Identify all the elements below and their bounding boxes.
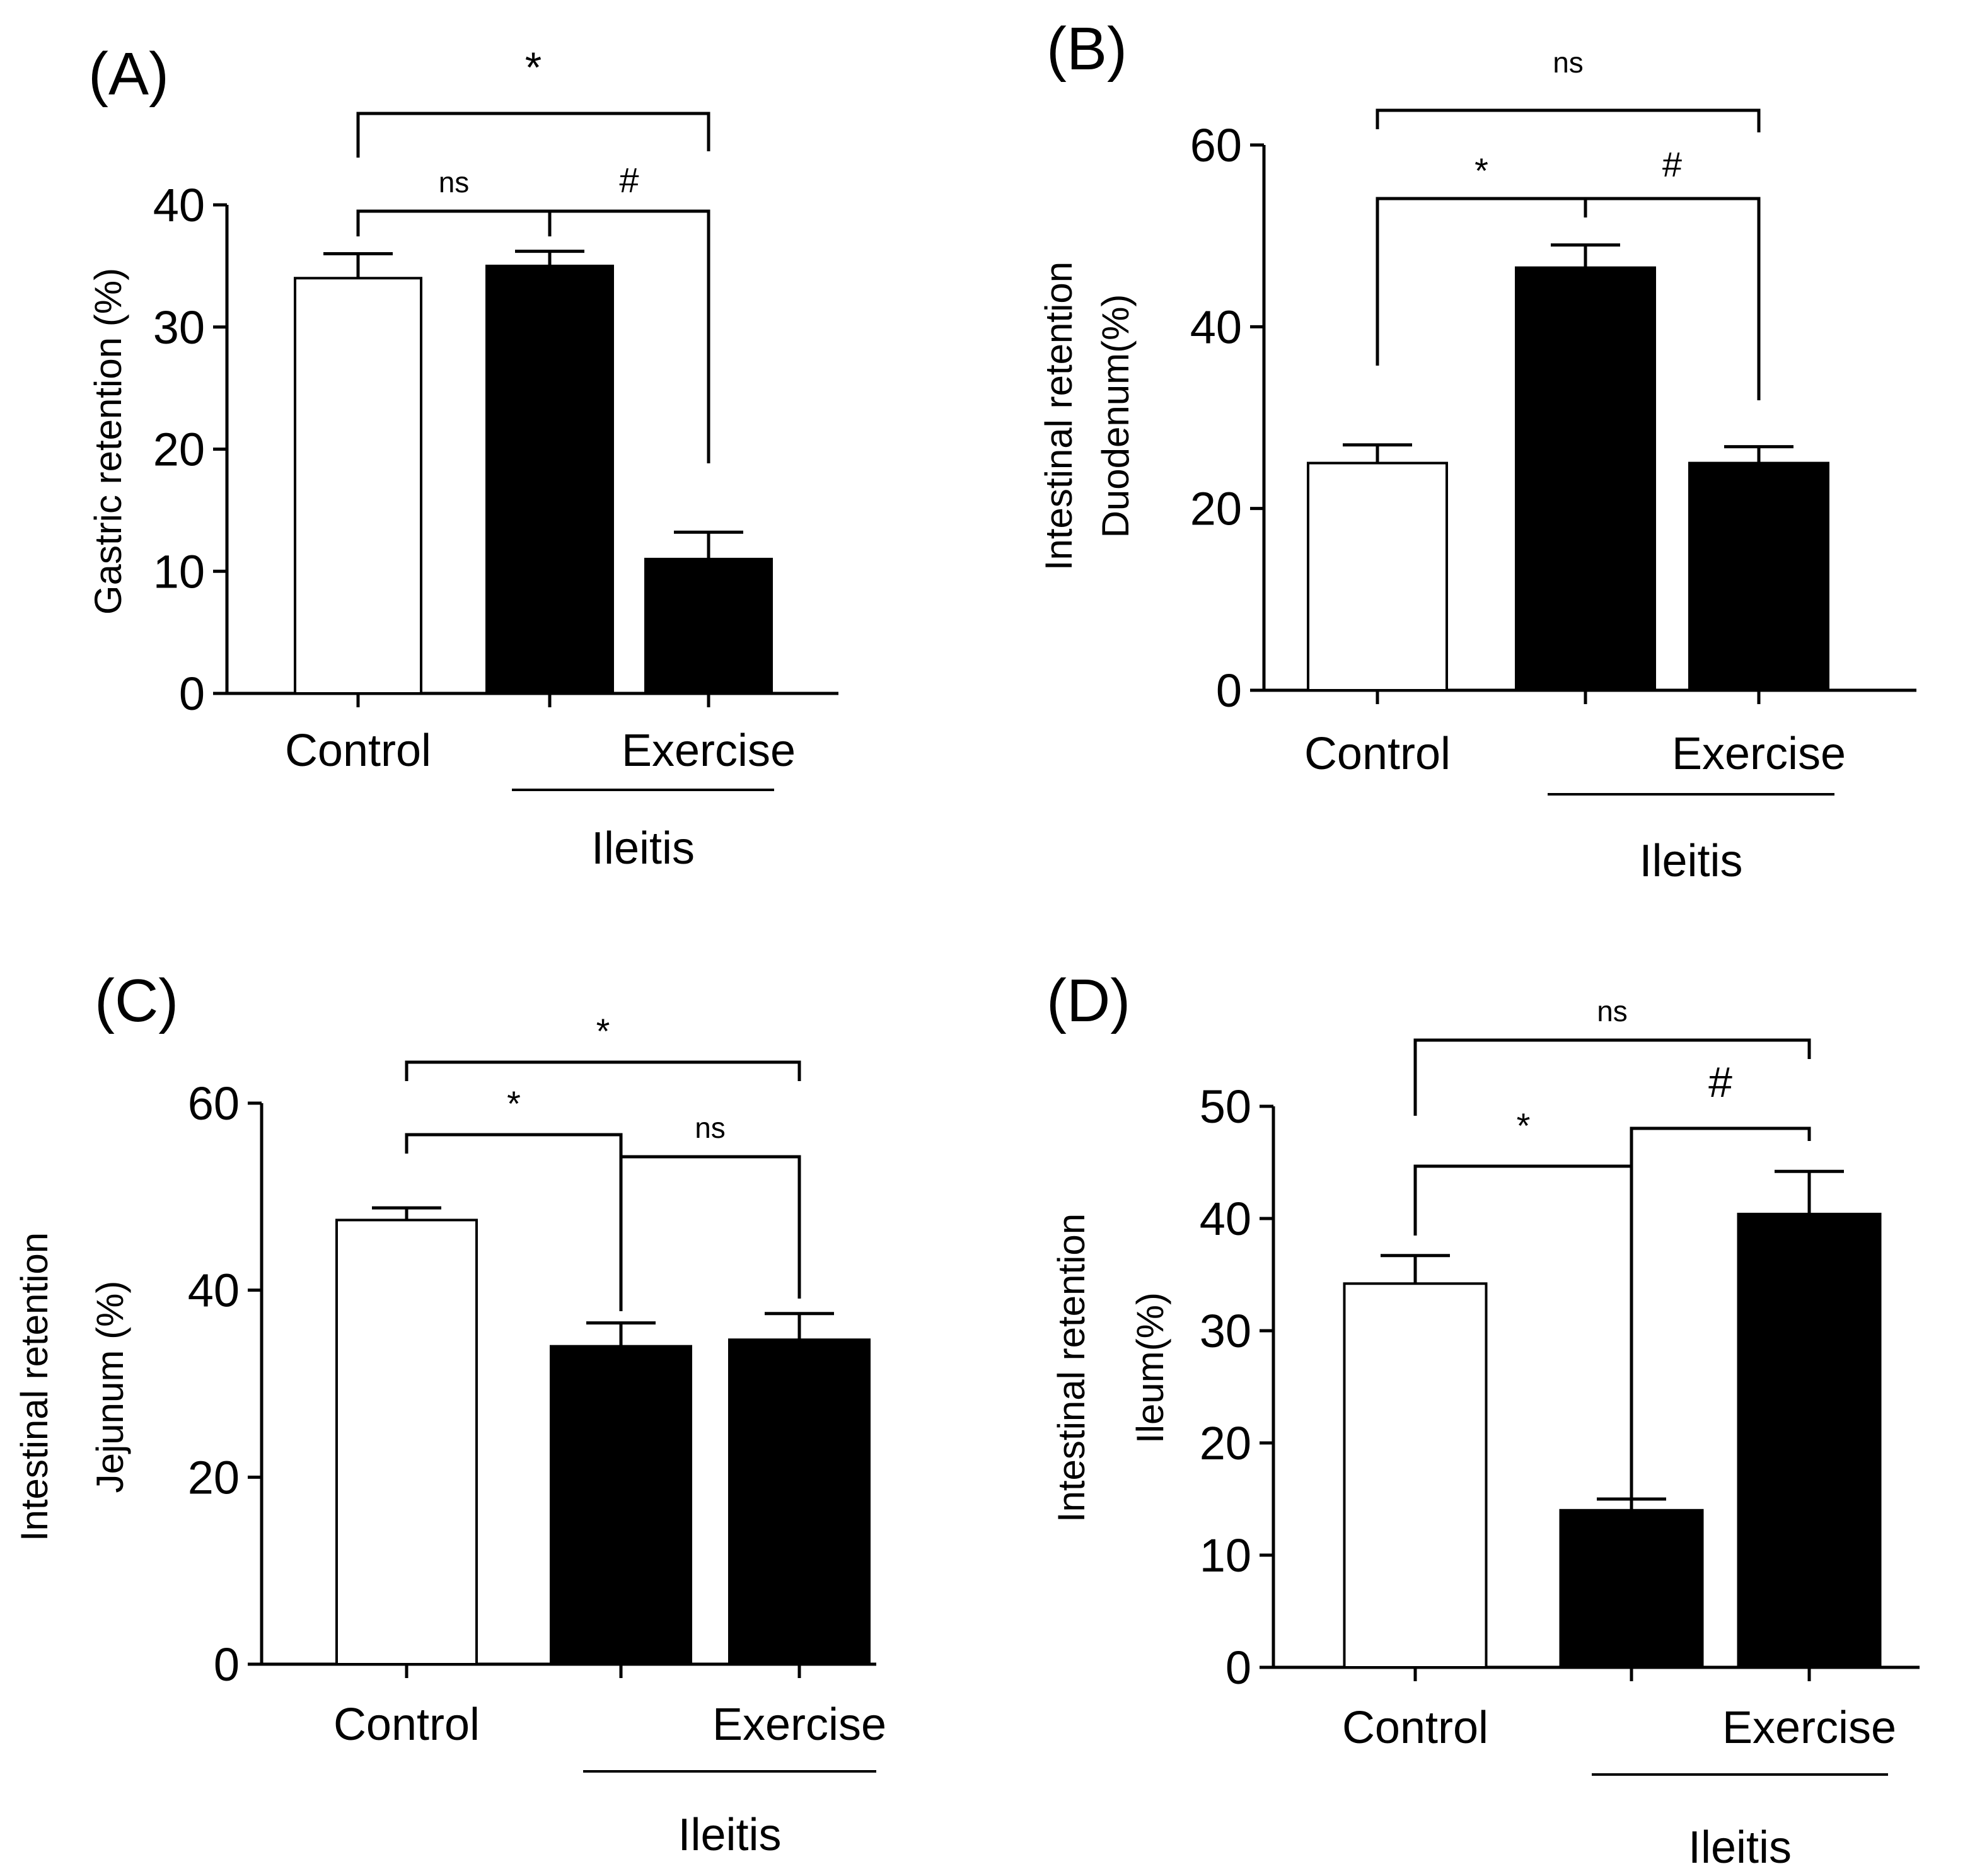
panel-d: (D) 0 10 20 30 40 50 Intestinal retention Ileum(… [1046, 967, 1920, 1873]
significance-label: # [1708, 1058, 1732, 1106]
y-tick-label: 0 [1225, 1642, 1251, 1694]
panel-label: (C) [95, 967, 178, 1034]
y-tick-label: 40 [188, 1265, 240, 1317]
group-label: Ileitis [678, 1810, 781, 1860]
significance-label: ns [695, 1111, 726, 1144]
category-label-control: Control [1304, 729, 1451, 779]
bar-ileitis [550, 1345, 692, 1666]
significance-label: ns [1553, 46, 1584, 79]
significance-bracket [1630, 1126, 1811, 1166]
y-tick-label: 40 [1190, 301, 1242, 353]
bar-ileitis [485, 264, 614, 695]
y-tick-label: 0 [179, 668, 205, 720]
bar-ileitis-exercise [728, 1338, 871, 1666]
bar-ileitis [1559, 1508, 1704, 1669]
bar-ileitis-exercise [1737, 1212, 1882, 1669]
significance-label: * [596, 1011, 610, 1051]
significance-bracket [1413, 1038, 1811, 1116]
bar-control [294, 277, 422, 695]
group-label: Ileitis [1639, 836, 1742, 886]
y-tick-label: 30 [153, 301, 205, 354]
y-tick-label: 0 [1216, 664, 1242, 717]
significance-bracket [619, 1155, 801, 1311]
bar-control [1343, 1282, 1488, 1669]
y-axis-label: Intestinal retention [1038, 262, 1080, 570]
y-axis-label: Intestinal retention [1050, 1213, 1092, 1522]
y-tick-label: 10 [1200, 1529, 1251, 1582]
y-tick-label: 20 [1200, 1417, 1251, 1469]
bar-ileitis [1515, 266, 1656, 692]
significance-bracket [1584, 197, 1761, 400]
category-label-control: Control [1342, 1703, 1488, 1753]
significance-label: ns [1597, 995, 1628, 1028]
bar-control [1307, 461, 1448, 692]
panel-b: (B) 0 20 40 60 Intestinal retention Duodenum(%… [1038, 15, 1916, 886]
significance-label: ns [439, 166, 470, 199]
y-axis-label: Jejunum (%) [89, 1281, 131, 1493]
y-tick-label: 20 [1190, 483, 1242, 535]
y-tick-label: 40 [1200, 1193, 1251, 1245]
y-axis-label: Duodenum(%) [1094, 294, 1137, 538]
y-tick-label: 60 [1190, 119, 1242, 171]
bar-ileitis-exercise [1688, 461, 1829, 692]
category-label-exercise: Exercise [1722, 1703, 1896, 1753]
significance-label: * [525, 43, 542, 91]
y-tick-label: 40 [153, 179, 205, 231]
y-tick-label: 0 [214, 1638, 240, 1691]
y-axis-label: Gastric retention (%) [87, 268, 129, 615]
panel-c: (C) 0 20 40 60 Intestinal retention Jejunum (%… [13, 967, 886, 1860]
significance-bracket [1413, 1164, 1633, 1500]
bar-ileitis-exercise [644, 557, 773, 695]
significance-label: * [1517, 1106, 1531, 1145]
y-axis-label: Ileum(%) [1129, 1292, 1171, 1444]
significance-bracket [356, 112, 710, 158]
panel-a: (A) 0 10 20 30 40 Gastric retention (%) Control… [87, 40, 838, 874]
significance-label: # [619, 160, 639, 200]
group-label: Ileitis [1688, 1822, 1792, 1873]
significance-label: # [1662, 144, 1682, 184]
significance-bracket [356, 209, 552, 236]
y-tick-label: 20 [188, 1451, 240, 1503]
y-axis-label: Intestinal retention [13, 1232, 55, 1541]
y-tick-label: 50 [1200, 1080, 1251, 1133]
category-label-exercise: Exercise [1672, 729, 1846, 779]
y-tick-label: 20 [153, 424, 205, 476]
category-label-control: Control [285, 726, 431, 776]
group-label: Ileitis [591, 823, 695, 874]
significance-bracket [1376, 108, 1761, 132]
significance-bracket [548, 209, 710, 463]
panel-label: (B) [1046, 15, 1127, 83]
category-label-exercise: Exercise [712, 1699, 886, 1750]
panel-label: (A) [88, 40, 169, 108]
significance-bracket [405, 1060, 801, 1081]
bar-control [335, 1219, 478, 1665]
category-label-control: Control [333, 1699, 480, 1750]
significance-label: * [507, 1084, 521, 1123]
y-tick-label: 30 [1200, 1305, 1251, 1357]
significance-label: * [1475, 151, 1488, 190]
y-tick-label: 10 [153, 545, 205, 598]
panel-label: (D) [1046, 967, 1130, 1034]
y-tick-label: 60 [188, 1077, 240, 1130]
category-label-exercise: Exercise [622, 726, 796, 776]
